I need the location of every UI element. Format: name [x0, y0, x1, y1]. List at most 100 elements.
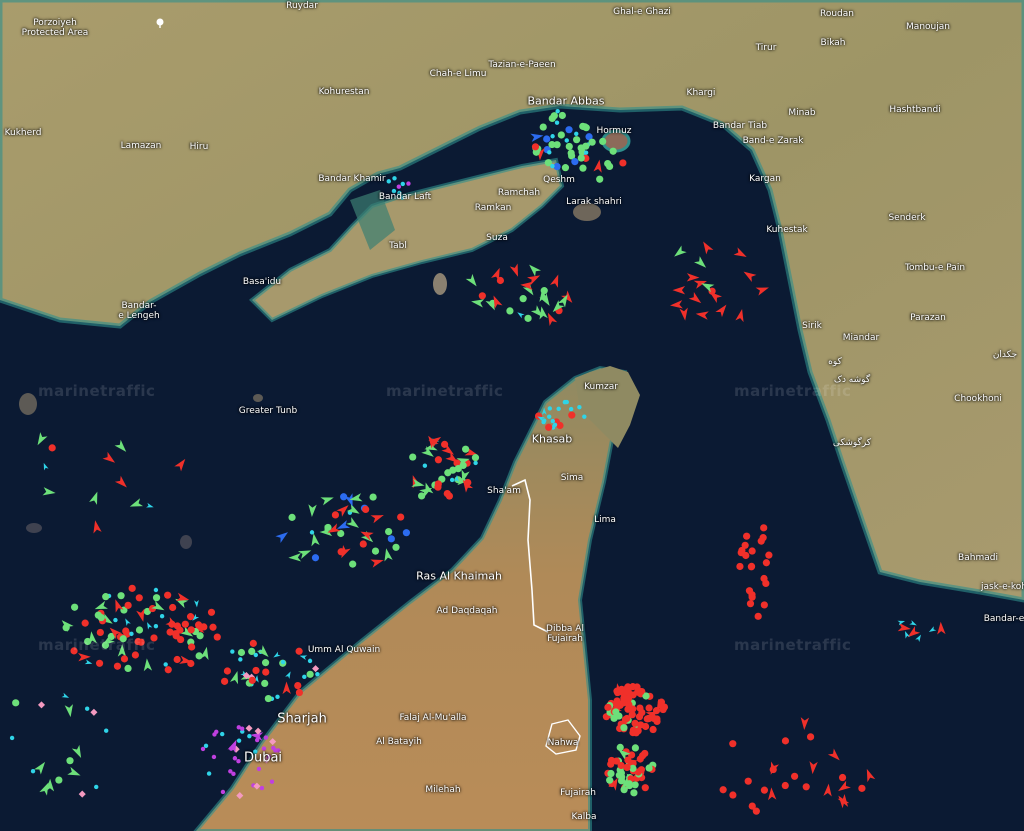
vessel-marker-cargo-vessel[interactable] — [729, 791, 737, 799]
vessel-marker-tanker-vessel[interactable] — [337, 529, 345, 538]
vessel-marker-pleasure-craft[interactable] — [232, 756, 238, 761]
vessel-marker-tanker-vessel[interactable] — [609, 147, 617, 155]
vessel-marker-tug-special[interactable] — [928, 626, 937, 634]
vessel-marker-cargo-vessel[interactable] — [641, 749, 649, 758]
vessel-marker-cargo-vessel[interactable] — [95, 659, 104, 667]
vessel-marker-tug-special[interactable] — [315, 672, 320, 677]
vessel-marker-tug-special[interactable] — [574, 131, 579, 137]
vessel-marker-tanker-vessel[interactable] — [550, 112, 558, 120]
vessel-marker-tanker-vessel[interactable] — [522, 282, 537, 298]
vessel-marker-cargo-vessel[interactable] — [491, 266, 504, 282]
vessel-marker-tug-special[interactable] — [285, 670, 293, 679]
vessel-marker-tug-special[interactable] — [236, 738, 242, 743]
vessel-marker-tanker-vessel[interactable] — [71, 744, 85, 760]
vessel-marker-pleasure-craft[interactable] — [263, 735, 269, 740]
vessel-marker-cargo-vessel[interactable] — [221, 677, 229, 685]
vessel-marker-cargo-vessel[interactable] — [550, 273, 562, 288]
vessel-marker-cargo-vessel[interactable] — [397, 513, 405, 521]
vessel-marker-cargo-vessel[interactable] — [568, 411, 576, 419]
vessel-marker-tug-special[interactable] — [909, 620, 918, 627]
vessel-marker-tanker-vessel[interactable] — [616, 743, 624, 751]
vessel-marker-cargo-vessel[interactable] — [478, 292, 486, 300]
vessel-marker-tug-special[interactable] — [583, 150, 589, 155]
vessel-marker-tug-special[interactable] — [253, 749, 258, 754]
vessel-marker-pleasure-craft[interactable] — [271, 745, 276, 751]
vessel-marker-pleasure-craft[interactable] — [220, 789, 226, 795]
vessel-marker-tanker-vessel[interactable] — [642, 692, 650, 700]
vessel-marker-cargo-vessel[interactable] — [645, 714, 653, 723]
vessel-marker-tug-special[interactable] — [554, 120, 560, 125]
vessel-marker-cargo-vessel[interactable] — [650, 714, 658, 723]
vessel-marker-cargo-vessel[interactable] — [800, 717, 810, 730]
vessel-marker-cargo-vessel[interactable] — [806, 733, 815, 741]
vessel-marker-tanker-vessel[interactable] — [152, 594, 161, 602]
vessel-marker-tug-special[interactable] — [392, 176, 397, 181]
vessel-marker-cargo-vessel[interactable] — [209, 623, 217, 631]
vessel-marker-cargo-vessel[interactable] — [808, 761, 818, 775]
vessel-marker-tanker-vessel[interactable] — [620, 724, 628, 732]
vessel-marker-pleasure-craft[interactable] — [200, 746, 206, 752]
vessel-marker-tug-special[interactable] — [272, 651, 281, 660]
vessel-marker-cargo-vessel[interactable] — [338, 544, 351, 560]
vessel-marker-tanker-vessel[interactable] — [151, 600, 166, 614]
vessel-marker-cargo-vessel[interactable] — [531, 143, 540, 151]
vessel-marker-cargo-vessel[interactable] — [150, 634, 158, 642]
vessel-marker-tanker-vessel[interactable] — [462, 445, 470, 453]
vessel-marker-tanker-vessel[interactable] — [606, 776, 614, 784]
vessel-marker-tanker-vessel[interactable] — [557, 131, 565, 139]
vessel-marker-cargo-vessel[interactable] — [91, 519, 102, 534]
vessel-marker-tug-special[interactable] — [104, 728, 109, 733]
vessel-marker-tanker-vessel[interactable] — [264, 694, 272, 703]
vessel-marker-tug-special[interactable] — [547, 406, 552, 411]
vessel-marker-tug-special[interactable] — [129, 631, 134, 637]
vessel-marker-cargo-vessel[interactable] — [194, 621, 203, 629]
vessel-marker-cargo-vessel[interactable] — [362, 505, 370, 514]
vessel-marker-cargo-vessel[interactable] — [509, 263, 522, 278]
vessel-marker-cargo-vessel[interactable] — [81, 619, 89, 627]
vessel-marker-cargo-vessel[interactable] — [612, 700, 621, 709]
vessel-marker-cargo-vessel[interactable] — [715, 302, 729, 318]
vessel-marker-tanker-vessel[interactable] — [45, 778, 55, 792]
vessel-marker-cargo-vessel[interactable] — [837, 794, 852, 809]
vessel-marker-navigation-aid[interactable] — [253, 782, 261, 790]
vessel-marker-cargo-vessel[interactable] — [441, 443, 456, 458]
vessel-marker-tanker-vessel[interactable] — [369, 493, 377, 501]
vessel-marker-tug-special[interactable] — [230, 649, 235, 654]
vessel-marker-cargo-vessel[interactable] — [700, 239, 714, 255]
vessel-marker-cargo-vessel[interactable] — [434, 456, 442, 464]
vessel-marker-tug-special[interactable] — [897, 619, 906, 626]
vessel-marker-cargo-vessel[interactable] — [741, 268, 757, 282]
vessel-marker-cargo-vessel[interactable] — [748, 591, 756, 599]
vessel-marker-cargo-vessel[interactable] — [326, 523, 341, 536]
vessel-marker-tug-special[interactable] — [123, 617, 131, 626]
vessel-marker-cargo-vessel[interactable] — [617, 761, 625, 770]
vessel-marker-cargo-vessel[interactable] — [181, 620, 189, 628]
vessel-marker-cargo-vessel[interactable] — [641, 784, 649, 792]
vessel-marker-cargo-vessel[interactable] — [762, 579, 770, 588]
vessel-marker-cargo-vessel[interactable] — [48, 444, 56, 452]
vessel-marker-tug-special[interactable] — [555, 108, 560, 114]
vessel-marker-cargo-vessel[interactable] — [748, 547, 756, 555]
vessel-marker-tug-special[interactable] — [163, 662, 168, 667]
vessel-marker-cargo-vessel[interactable] — [708, 287, 716, 295]
vessel-marker-tanker-vessel[interactable] — [12, 699, 20, 707]
vessel-marker-cargo-vessel[interactable] — [131, 651, 139, 659]
vessel-marker-cargo-vessel[interactable] — [252, 666, 260, 675]
vessel-marker-tug-special[interactable] — [582, 414, 587, 419]
vessel-marker-cargo-vessel[interactable] — [428, 433, 443, 448]
vessel-marker-cargo-vessel[interactable] — [719, 786, 727, 794]
vessel-marker-cargo-vessel[interactable] — [128, 584, 136, 592]
vessel-marker-tanker-vessel[interactable] — [288, 513, 296, 521]
vessel-marker-tug-special[interactable] — [30, 768, 36, 774]
vessel-marker-cargo-vessel[interactable] — [769, 765, 777, 774]
vessel-marker-cargo-vessel[interactable] — [370, 556, 384, 568]
vessel-marker-tanker-vessel[interactable] — [346, 503, 362, 518]
vessel-marker-cargo-vessel[interactable] — [757, 537, 765, 545]
vessel-marker-cargo-vessel[interactable] — [823, 783, 832, 797]
vessel-marker-passenger-vessel[interactable] — [553, 162, 561, 171]
vessel-marker-cargo-vessel[interactable] — [693, 277, 709, 289]
vessel-marker-cargo-vessel[interactable] — [124, 601, 132, 609]
vessel-marker-passenger-vessel[interactable] — [387, 535, 395, 543]
vessel-marker-tanker-vessel[interactable] — [385, 528, 393, 536]
vessel-marker-cargo-vessel[interactable] — [743, 532, 751, 540]
